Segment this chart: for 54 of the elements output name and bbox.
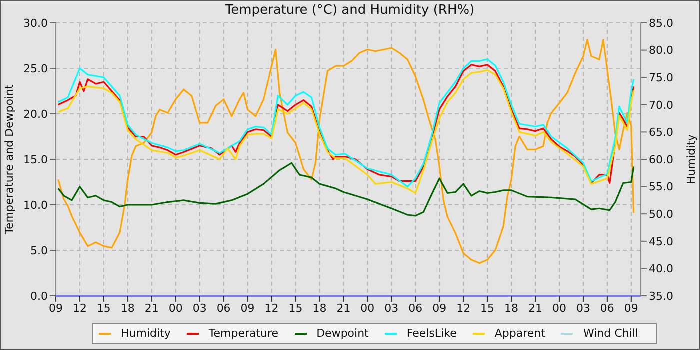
y-tick-label: 20.0 xyxy=(24,108,48,121)
x-tick-label: 00 xyxy=(360,302,375,315)
x-tick-label: 15 xyxy=(288,302,303,315)
x-tick-label: 21 xyxy=(144,302,159,315)
y-tick-label: 25.0 xyxy=(24,62,48,76)
y2-tick-label: 70.0 xyxy=(649,98,674,112)
y-tick-label: 15.0 xyxy=(24,153,48,166)
x-tick-label: 15 xyxy=(96,302,111,315)
y2-tick-label: 65.0 xyxy=(649,126,674,140)
y2-tick-label: 85.0 xyxy=(649,16,674,30)
x-tick-label: 09 xyxy=(49,302,63,315)
x-tick-label: 00 xyxy=(168,302,183,315)
y-tick-label: 30.0 xyxy=(24,16,48,30)
y2-tick-label: 50.0 xyxy=(649,208,674,222)
x-tick-label: 15 xyxy=(480,302,495,315)
y2-tick-label: 40.0 xyxy=(649,262,674,276)
y2-tick-label: 75.0 xyxy=(649,72,674,85)
x-tick-label: 00 xyxy=(552,302,566,315)
x-tick-label: 03 xyxy=(384,302,399,315)
y2-tick-label: 60.0 xyxy=(649,153,674,166)
legend-label: Temperature xyxy=(208,327,279,340)
y2-tick-label: 55.0 xyxy=(649,180,674,194)
x-tick-label: 21 xyxy=(528,302,543,315)
legend-label: Dewpoint xyxy=(316,327,369,340)
x-tick-label: 21 xyxy=(336,302,351,315)
y-tick-label: 0.0 xyxy=(30,290,48,303)
x-tick-label: 06 xyxy=(600,302,614,315)
x-tick-label: 12 xyxy=(456,302,471,315)
x-tick-label: 18 xyxy=(504,302,519,315)
y2-tick-label: 35.0 xyxy=(649,290,674,303)
chart-title: Temperature (°C) and Humidity (RH%) xyxy=(224,3,476,18)
x-tick-label: 06 xyxy=(216,302,231,315)
y2-tick-label: 80.0 xyxy=(649,44,674,58)
legend-label: FeelsLike xyxy=(406,327,457,340)
legend-label: Wind Chill xyxy=(583,327,638,340)
x-tick-label: 09 xyxy=(624,302,638,315)
legend-label: Humidity xyxy=(121,327,171,340)
y-tick-label: 5.0 xyxy=(30,244,48,258)
y-axis-title: Temperature and Dewpoint xyxy=(2,84,16,236)
y2-axis-title: Humidity xyxy=(684,134,698,184)
x-tick-label: 03 xyxy=(576,302,590,315)
x-tick-label: 03 xyxy=(192,302,207,315)
x-tick-label: 09 xyxy=(240,302,255,315)
x-tick-label: 18 xyxy=(120,302,135,315)
x-tick-label: 18 xyxy=(312,302,327,315)
y-tick-label: 10.0 xyxy=(24,198,48,212)
legend-label: Apparent xyxy=(494,327,546,340)
x-tick-label: 12 xyxy=(72,302,87,315)
line-series xyxy=(58,39,635,264)
line-series xyxy=(58,162,635,217)
x-tick-label: 06 xyxy=(408,302,423,315)
y2-tick-label: 45.0 xyxy=(649,235,674,248)
x-tick-label: 12 xyxy=(264,302,279,315)
x-tick-label: 09 xyxy=(432,302,447,315)
